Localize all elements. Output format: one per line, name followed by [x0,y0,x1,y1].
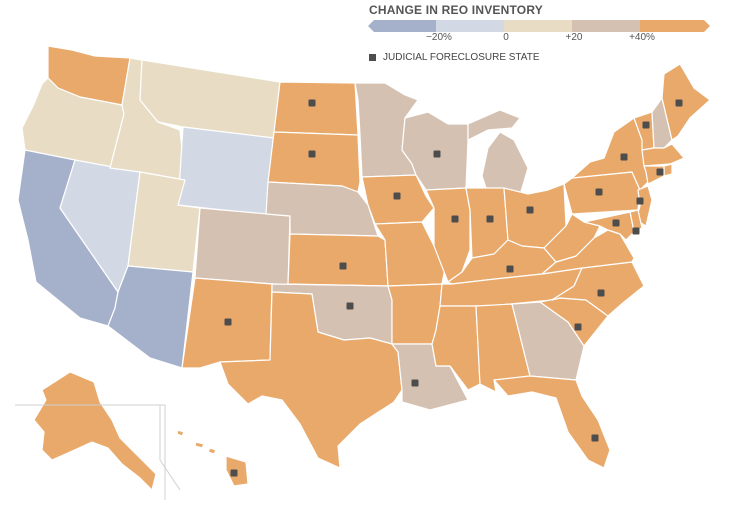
state-WY[interactable] [177,126,275,216]
inset-dividers [15,404,181,500]
judicial-marker-ND [308,99,316,107]
state-MI[interactable] [467,109,529,201]
state-ME[interactable] [661,63,711,141]
judicial-marker-FL [591,434,599,442]
legend-segment-lt-minus20 [368,20,436,32]
judicial-key: JUDICIAL FORECLOSURE STATE [369,52,540,63]
judicial-marker-layer [224,99,683,477]
state-KS[interactable] [287,233,389,287]
state-NC[interactable] [551,261,645,317]
legend-tick-plus40: +40% [629,32,655,43]
judicial-marker-PA [595,188,603,196]
judicial-marker-KS [339,262,347,270]
legend-tick-0: 0 [503,32,509,43]
judicial-marker-KY [506,265,514,273]
judicial-marker-NM [224,318,232,326]
judicial-marker-IL [451,215,459,223]
judicial-marker-DE [632,227,640,235]
state-MO[interactable] [374,221,446,287]
judicial-marker-SC [574,323,582,331]
state-ND[interactable] [273,81,359,136]
state-FL[interactable] [493,375,611,469]
state-AZ[interactable] [107,265,194,369]
legend-tick-plus20: +20 [565,32,583,43]
state-AK[interactable] [33,371,157,491]
judicial-marker-CT [656,168,664,176]
judicial-marker-OH [526,206,534,214]
legend-segment-20-to-40 [572,20,640,32]
judicial-marker-NC [597,289,605,297]
judicial-marker-IN [486,215,494,223]
judicial-marker-MD [612,219,620,227]
state-MD[interactable] [583,211,635,241]
state-NJ[interactable] [635,185,653,227]
legend-segment-minus20-to-0 [436,20,504,32]
state-AR[interactable] [387,283,443,345]
judicial-marker-SD [308,150,316,158]
hawaii-inset-border [159,405,181,491]
judicial-marker-LA [411,379,419,387]
judicial-marker-OK [346,302,354,310]
judicial-key-marker [369,54,376,61]
judicial-marker-IA [393,192,401,200]
legend-segment-0-to-20 [504,20,572,32]
legend-tick-minus20: −20% [426,32,452,43]
legend-segment-gt-40 [640,20,710,32]
state-TX[interactable] [219,291,403,469]
legend-color-bar [368,20,710,32]
judicial-key-label: JUDICIAL FORECLOSURE STATE [383,52,540,63]
judicial-marker-WI [433,150,441,158]
judicial-marker-NY [620,153,628,161]
state-CO[interactable] [194,207,291,286]
state-layer [17,45,711,491]
state-HI[interactable] [176,429,249,487]
judicial-marker-ME [675,99,683,107]
state-RI[interactable] [663,163,673,177]
judicial-marker-VT [642,121,650,129]
judicial-marker-HI [230,469,238,477]
judicial-marker-NJ [636,197,644,205]
state-NH[interactable] [651,97,673,149]
legend-title: CHANGE IN REO INVENTORY [369,3,543,17]
